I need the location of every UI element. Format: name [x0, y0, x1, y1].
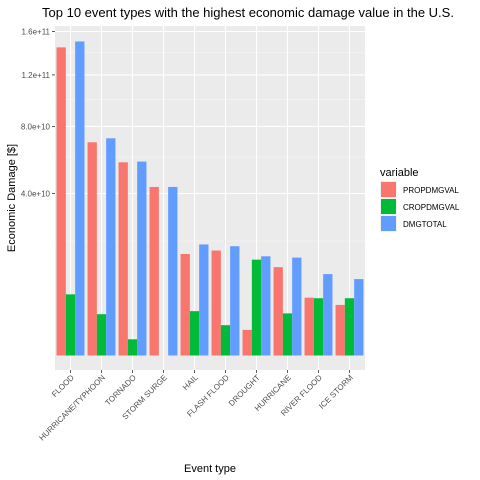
legend-label: PROPDMGVAL	[403, 186, 459, 195]
bars	[56, 41, 364, 356]
bar-propdmgval	[118, 162, 128, 356]
y-axis-label: Economic Damage [$]	[6, 144, 18, 252]
bar-dmgtotal	[261, 256, 271, 356]
bar-dmgtotal	[199, 244, 209, 356]
y-axis: 4.0e+10 8.0e+10 1.2e+11 1.6e+11	[21, 28, 55, 199]
bar-propdmgval	[56, 47, 66, 356]
legend: variable PROPDMGVAL CROPDMGVAL DMGTOTAL	[380, 167, 460, 232]
legend-swatch	[381, 182, 396, 197]
bar-dmgtotal	[137, 161, 147, 356]
x-tick-label: HURRICANE/TYPHOON	[37, 373, 107, 443]
bar-cropdmgval	[127, 339, 138, 356]
bar-propdmgval	[180, 254, 190, 356]
bar-propdmgval	[211, 250, 221, 356]
bar-dmgtotal	[168, 186, 178, 356]
x-tick-label: FLOOD	[50, 373, 76, 399]
y-tick-label: 8.0e+10	[21, 122, 51, 131]
bar-cropdmgval	[189, 311, 200, 356]
bar-dmgtotal	[230, 246, 240, 356]
bar-dmgtotal	[75, 41, 85, 356]
bar-cropdmgval	[251, 259, 262, 356]
bar-propdmgval	[273, 267, 283, 356]
x-tick-label: HAIL	[181, 373, 200, 392]
bar-propdmgval	[335, 304, 345, 356]
y-tick-label: 4.0e+10	[21, 190, 51, 199]
bar-cropdmgval	[313, 298, 324, 356]
bar-propdmgval	[304, 297, 314, 356]
legend-swatch	[381, 216, 396, 231]
bar-cropdmgval	[282, 313, 293, 356]
x-axis-label: Event type	[184, 463, 236, 475]
grid-major	[55, 26, 365, 370]
bar-dmgtotal	[354, 279, 364, 356]
legend-label: DMGTOTAL	[403, 220, 447, 229]
bar-dmgtotal	[292, 257, 302, 356]
bar-cropdmgval	[96, 314, 107, 356]
chart-title: Top 10 event types with the highest econ…	[42, 5, 454, 20]
bar-cropdmgval	[65, 294, 76, 356]
legend-title: variable	[380, 167, 419, 179]
bar-propdmgval	[87, 142, 97, 356]
bar-cropdmgval	[220, 325, 231, 356]
y-tick-label: 1.6e+11	[21, 28, 50, 37]
bar-propdmgval	[149, 186, 159, 356]
legend-swatch	[381, 199, 396, 214]
bar-dmgtotal	[323, 274, 333, 356]
legend-label: CROPDMGVAL	[403, 203, 460, 212]
y-tick-label: 1.2e+11	[21, 71, 50, 80]
bar-dmgtotal	[106, 138, 116, 356]
bar-propdmgval	[242, 329, 252, 356]
bar-cropdmgval	[344, 298, 355, 356]
